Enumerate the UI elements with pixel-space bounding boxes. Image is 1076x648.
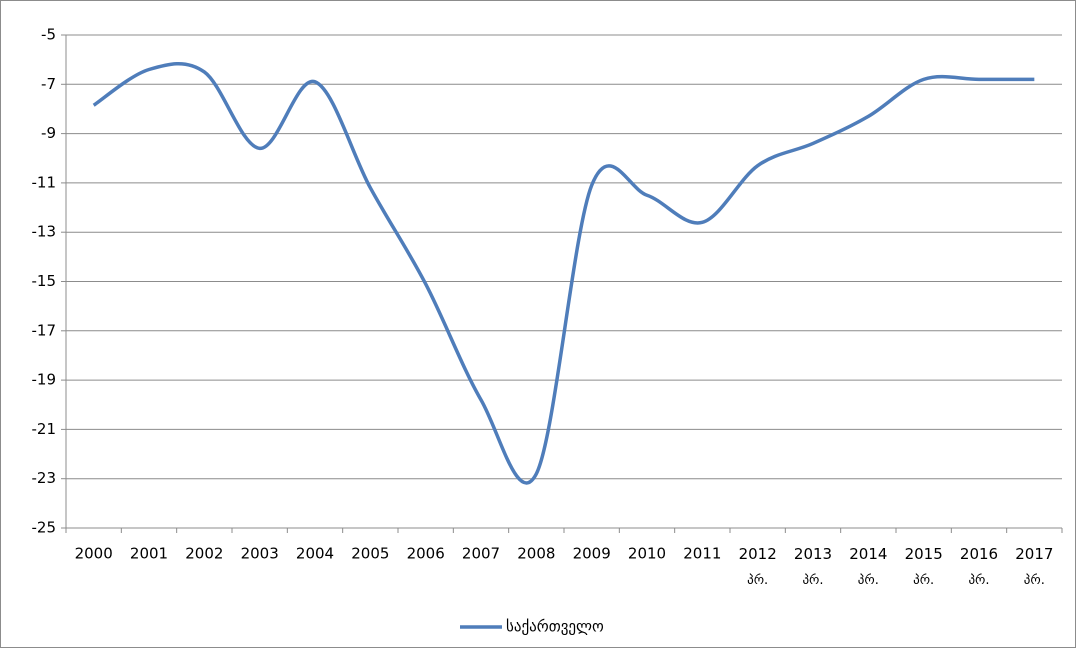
x-tick-label: 2009 [573, 545, 611, 563]
x-tick-label: 2014 პრ. [849, 545, 887, 588]
y-tick-label: -5 [41, 26, 56, 44]
y-tick-label: -23 [32, 469, 57, 487]
legend-label: საქართველო [506, 618, 604, 636]
x-tick-label: 2007 [462, 545, 500, 563]
x-tick-label: 2002 [185, 545, 223, 563]
y-tick-label: -9 [41, 124, 56, 142]
x-tick-label: 2013 პრ. [794, 545, 832, 588]
x-tick-label: 2004 [296, 545, 334, 563]
x-tick-label: 2005 [351, 545, 389, 563]
y-tick-label: -17 [32, 321, 57, 339]
x-tick-label: 2006 [407, 545, 445, 563]
data-line [92, 61, 1035, 485]
x-tick-label: 2011 [683, 545, 721, 563]
x-tick-label: 2016 პრ. [960, 545, 998, 588]
x-tick-label: 2003 [241, 545, 279, 563]
x-tick-label: 2008 [517, 545, 555, 563]
y-tick-label: -19 [32, 371, 57, 389]
x-tick-label: 2012 პრ. [739, 545, 777, 588]
x-tick-label: 2001 [130, 545, 168, 563]
y-tick-label: -15 [32, 272, 57, 290]
x-tick-label: 2015 პრ. [905, 545, 943, 588]
y-tick-label: -21 [32, 420, 57, 438]
y-tick-label: -13 [32, 223, 57, 241]
y-tick-label: -7 [41, 75, 56, 93]
y-tick-label: -25 [32, 519, 57, 537]
x-tick-label: 2010 [628, 545, 666, 563]
y-tick-label: -11 [32, 173, 57, 191]
x-tick-label: 2017 პრ. [1015, 545, 1053, 588]
x-tick-label: 2000 [75, 545, 113, 563]
